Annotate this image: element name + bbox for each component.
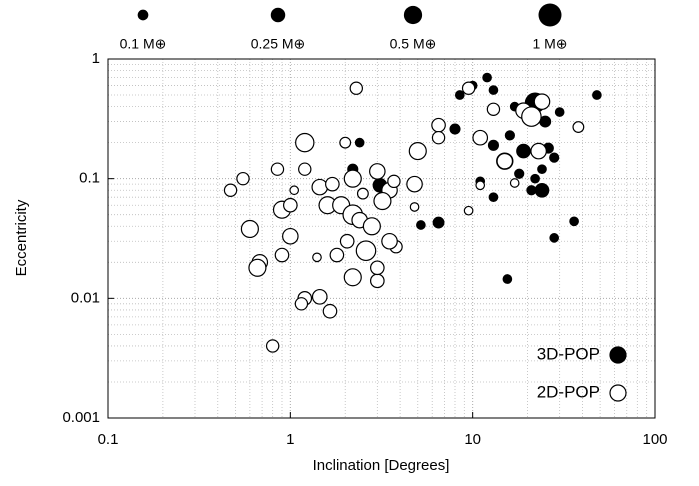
data-point	[502, 274, 513, 284]
y-axis-title: Eccentricity	[13, 199, 30, 276]
data-point	[488, 192, 499, 203]
data-point	[343, 268, 362, 287]
data-point	[572, 121, 585, 133]
data-point	[549, 152, 560, 163]
data-point	[530, 173, 540, 184]
data-point	[514, 168, 525, 179]
y-tick-label: 0.001	[62, 409, 100, 426]
data-point	[454, 90, 465, 100]
data-point	[431, 130, 446, 145]
legend-marker	[609, 346, 627, 364]
data-point	[516, 143, 531, 159]
data-point	[356, 187, 369, 200]
data-point	[475, 180, 486, 191]
data-point	[537, 164, 547, 175]
y-tick-label: 1	[92, 50, 100, 67]
data-point	[270, 162, 285, 176]
data-point	[265, 339, 280, 353]
data-point	[343, 169, 362, 188]
data-point	[406, 175, 423, 193]
x-axis-title: Inclination [Degrees]	[313, 457, 450, 474]
size-legend-label: 0.25 M⊕	[251, 36, 306, 52]
data-point	[504, 130, 515, 141]
data-point	[381, 232, 398, 250]
data-point	[530, 142, 547, 160]
data-point	[554, 107, 565, 117]
data-point	[339, 233, 355, 249]
data-point	[534, 182, 550, 198]
data-point	[223, 183, 238, 197]
legend-marker	[609, 384, 627, 402]
x-tick-label: 1	[286, 431, 294, 448]
data-point	[509, 178, 520, 188]
data-point	[526, 185, 537, 196]
size-legend-label: 1 M⊕	[532, 36, 567, 52]
data-point	[486, 102, 501, 116]
data-point	[325, 176, 340, 192]
x-tick-label: 10	[464, 431, 481, 448]
data-point	[472, 129, 489, 146]
data-point	[236, 171, 250, 186]
data-point	[373, 191, 392, 211]
data-point	[298, 162, 312, 176]
data-point	[370, 273, 385, 289]
data-point	[533, 93, 551, 110]
size-legend-marker	[403, 5, 423, 25]
data-point	[311, 178, 329, 196]
data-point	[549, 233, 560, 243]
data-point	[329, 247, 345, 263]
size-legend-label: 0.5 M⊕	[390, 36, 437, 52]
data-point	[449, 123, 461, 135]
plot-frame	[107, 58, 656, 419]
size-legend-label: 0.1 M⊕	[120, 36, 167, 52]
data-point	[432, 216, 445, 229]
data-point	[463, 205, 474, 216]
legend-label: 3D-POP	[537, 344, 600, 363]
size-legend-marker	[137, 9, 149, 21]
data-point	[431, 117, 446, 133]
data-point	[362, 217, 381, 236]
size-legend-marker	[538, 3, 562, 27]
data-point	[355, 240, 377, 262]
y-tick-label: 0.1	[79, 170, 100, 187]
x-tick-label: 0.1	[98, 431, 119, 448]
data-point	[409, 202, 420, 212]
data-point	[248, 258, 267, 277]
data-point	[387, 174, 401, 189]
data-point	[282, 227, 299, 245]
y-tick-label: 0.01	[71, 289, 100, 306]
data-point	[349, 81, 363, 95]
data-point	[569, 216, 579, 227]
size-legend-marker	[270, 7, 286, 23]
data-point	[369, 163, 386, 180]
data-point	[416, 220, 426, 230]
data-point	[294, 297, 309, 311]
data-point	[311, 288, 328, 305]
data-point	[482, 72, 492, 83]
data-point	[339, 136, 352, 149]
legend-label: 2D-POP	[537, 382, 600, 401]
data-point	[322, 303, 338, 319]
data-point	[488, 85, 499, 95]
x-tick-label: 100	[642, 431, 667, 448]
data-point	[370, 260, 385, 276]
data-point	[312, 252, 322, 263]
data-point	[521, 106, 542, 127]
data-point	[461, 81, 476, 95]
data-point	[289, 185, 300, 196]
data-point	[240, 219, 259, 239]
data-point	[295, 132, 315, 153]
data-point	[408, 142, 427, 161]
data-point	[496, 152, 514, 170]
data-point	[354, 137, 365, 148]
data-point	[283, 197, 298, 213]
data-point	[487, 139, 499, 151]
data-point	[592, 90, 602, 100]
data-point	[274, 247, 290, 263]
